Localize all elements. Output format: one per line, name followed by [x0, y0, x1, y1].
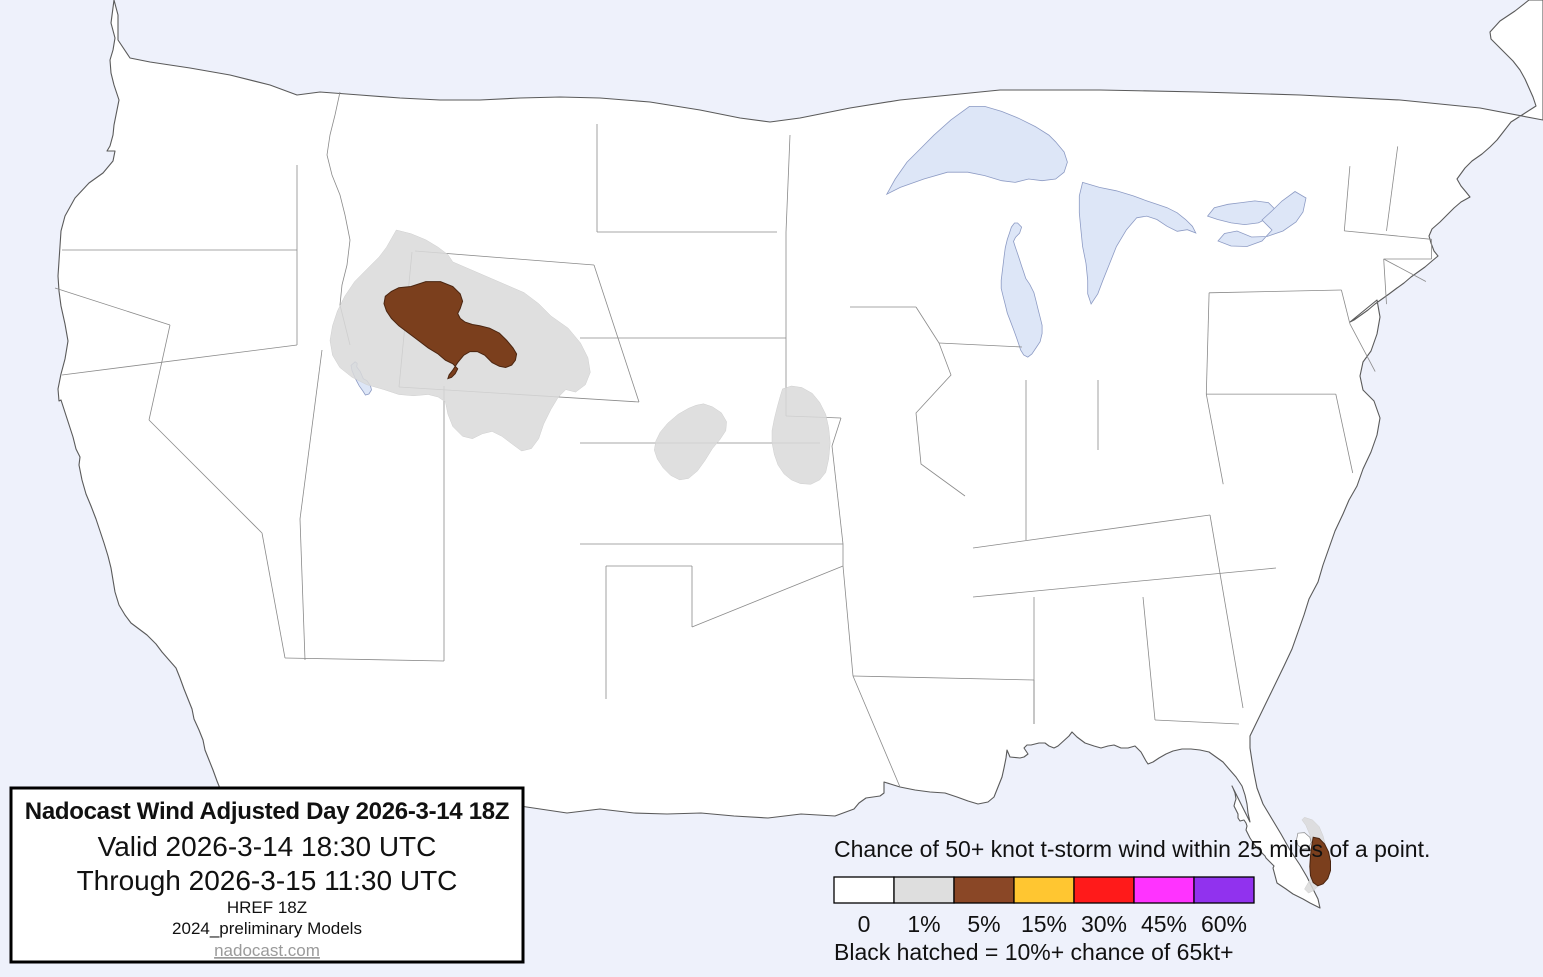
svg-text:30%: 30%: [1081, 911, 1127, 937]
svg-text:Chance of 50+ knot t-storm win: Chance of 50+ knot t-storm wind within 2…: [834, 836, 1430, 862]
svg-text:60%: 60%: [1201, 911, 1247, 937]
svg-text:nadocast.com: nadocast.com: [214, 941, 320, 960]
svg-text:2024_preliminary Models: 2024_preliminary Models: [172, 919, 362, 938]
svg-text:15%: 15%: [1021, 911, 1067, 937]
svg-text:45%: 45%: [1141, 911, 1187, 937]
svg-text:1%: 1%: [907, 911, 940, 937]
svg-text:Valid 2026-3-14 18:30 UTC: Valid 2026-3-14 18:30 UTC: [98, 831, 437, 862]
svg-text:HREF 18Z: HREF 18Z: [227, 898, 307, 917]
svg-text:Through 2026-3-15 11:30 UTC: Through 2026-3-15 11:30 UTC: [77, 865, 458, 896]
svg-text:Nadocast Wind Adjusted Day 202: Nadocast Wind Adjusted Day 2026-3-14 18Z: [25, 798, 509, 825]
svg-text:5%: 5%: [967, 911, 1000, 937]
svg-text:0: 0: [858, 911, 871, 937]
svg-text:Black hatched = 10%+ chance of: Black hatched = 10%+ chance of 65kt+: [834, 939, 1234, 965]
